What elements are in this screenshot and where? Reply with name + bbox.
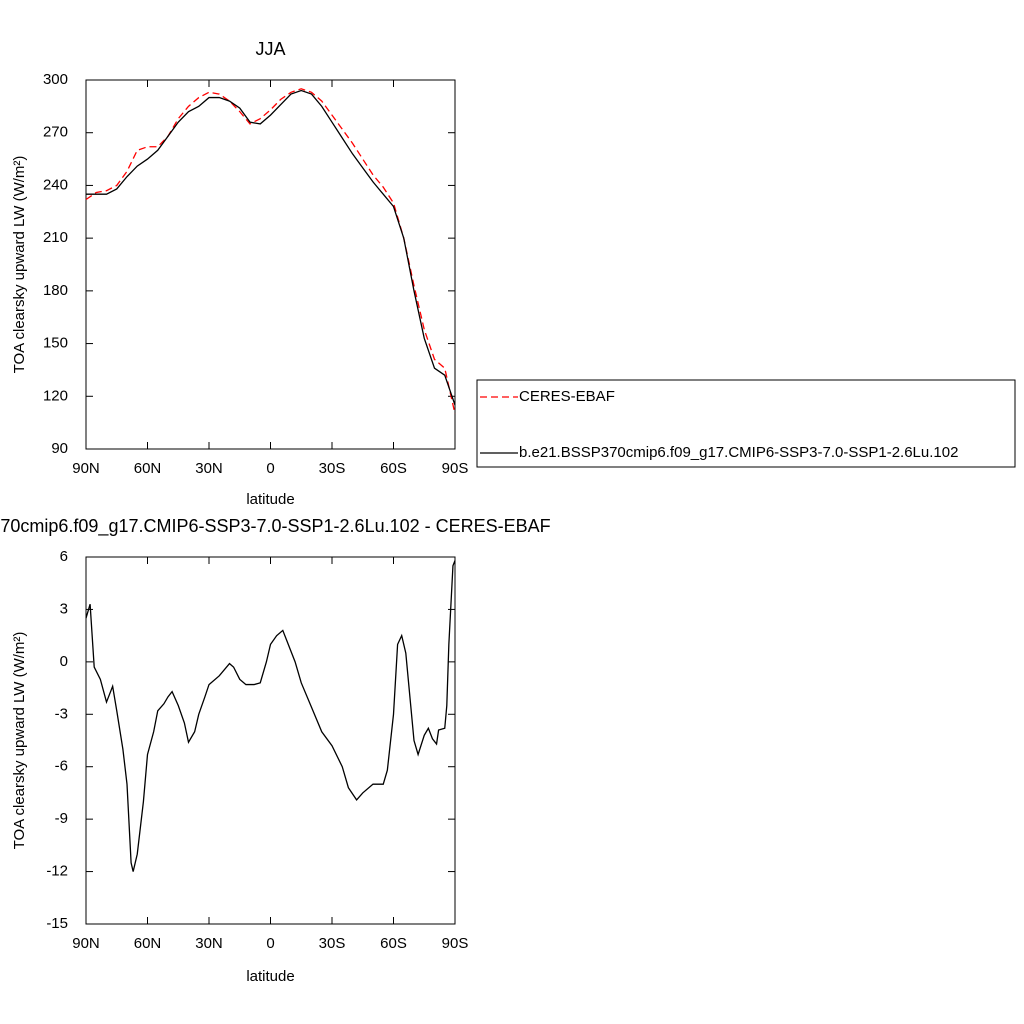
- y-tick-label: 270: [43, 124, 68, 141]
- y-tick-label: 210: [43, 229, 68, 246]
- y-tick-label: 240: [43, 176, 68, 193]
- x-tick-label: 30S: [319, 460, 346, 477]
- y-axis-label: TOA clearsky upward LW (W/m²): [11, 632, 28, 850]
- x-tick-label: 90N: [72, 935, 100, 952]
- y-tick-label: 300: [43, 71, 68, 88]
- plot-frame: [85, 556, 456, 925]
- x-tick-label: 60N: [134, 460, 162, 477]
- chart-title: JJA: [255, 39, 285, 59]
- x-tick-label: 60S: [380, 935, 407, 952]
- y-axis-label: TOA clearsky upward LW (W/m²): [11, 156, 28, 374]
- x-tick-label: 60S: [380, 460, 407, 477]
- y-tick-label: -9: [55, 810, 68, 827]
- y-tick-label: -6: [55, 758, 68, 775]
- y-tick-label: 90: [51, 440, 68, 457]
- y-tick-label: 180: [43, 282, 68, 299]
- legend-box: [476, 379, 1016, 468]
- x-tick-label: 60N: [134, 935, 162, 952]
- y-tick-label: 3: [60, 600, 68, 617]
- y-tick-label: -3: [55, 705, 68, 722]
- x-tick-label: 90S: [442, 935, 469, 952]
- y-tick-label: 0: [60, 653, 68, 670]
- x-tick-label: 30N: [195, 460, 223, 477]
- chart-title: 370cmip6.f09_g17.CMIP6-SSP3-7.0-SSP1-2.6…: [0, 516, 551, 537]
- y-tick-label: 6: [60, 548, 68, 565]
- series-line: [85, 560, 456, 872]
- x-tick-label: 90S: [442, 460, 469, 477]
- legend-label: b.e21.BSSP370cmip6.f09_g17.CMIP6-SSP3-7.…: [519, 444, 958, 461]
- y-tick-label: -12: [46, 863, 68, 880]
- series-line: [86, 89, 456, 406]
- plot-frame: [85, 79, 456, 450]
- x-tick-label: 90N: [72, 460, 100, 477]
- series-line: [85, 88, 456, 415]
- legend-label: CERES-EBAF: [519, 388, 615, 405]
- x-tick-label: 30S: [319, 935, 346, 952]
- x-tick-label: 0: [266, 935, 274, 952]
- x-axis-label: latitude: [246, 491, 294, 508]
- x-tick-label: 0: [266, 460, 274, 477]
- y-tick-label: -15: [46, 915, 68, 932]
- y-tick-label: 150: [43, 335, 68, 352]
- x-tick-label: 30N: [195, 935, 223, 952]
- y-tick-label: 120: [43, 387, 68, 404]
- x-axis-label: latitude: [246, 968, 294, 985]
